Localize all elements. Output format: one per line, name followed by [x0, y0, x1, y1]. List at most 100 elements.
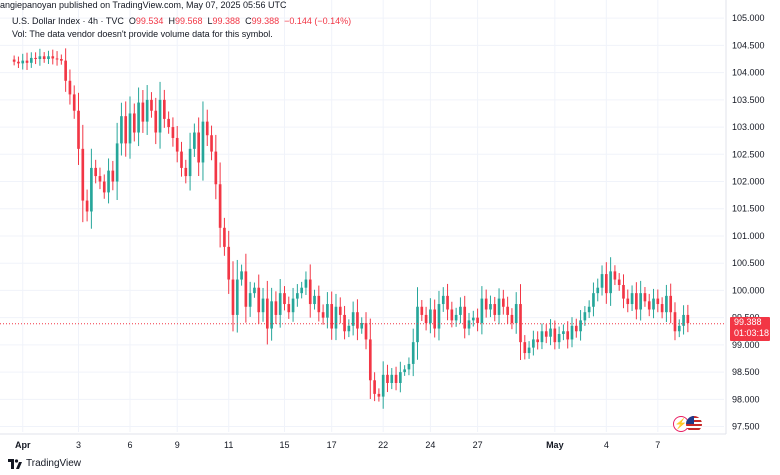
change-value: −0.144 (−0.14%): [284, 16, 352, 26]
candle-body: [639, 293, 642, 310]
candle-body: [193, 132, 196, 149]
candle-body: [493, 304, 497, 315]
candle-body: [244, 271, 248, 307]
candle-body: [527, 347, 531, 354]
candle-body: [506, 306, 509, 315]
candle-body: [373, 380, 376, 394]
candle-body: [368, 339, 372, 381]
candle-body: [29, 57, 33, 63]
candle-body: [347, 325, 351, 332]
candle-body: [218, 184, 222, 228]
candle-body: [587, 306, 591, 313]
candle-body: [330, 304, 334, 329]
y-tick-label: 104.000: [732, 68, 765, 78]
candle-body: [540, 331, 544, 343]
candle-body: [184, 167, 188, 177]
candle-body: [514, 304, 518, 324]
candle-body: [98, 176, 102, 182]
candle-body: [454, 314, 458, 321]
candle-body: [334, 306, 338, 329]
candle-body: [321, 312, 325, 318]
candle-body: [583, 312, 587, 321]
y-tick-label: 101.000: [732, 231, 765, 241]
candle-body: [287, 304, 291, 313]
candle-body: [304, 279, 308, 288]
high-value: 99.568: [174, 16, 203, 26]
candle-body: [137, 102, 140, 133]
y-tick-label: 103.000: [732, 122, 765, 132]
y-tick-label: 105.000: [732, 13, 765, 23]
candle-body: [617, 279, 621, 285]
candle-body: [77, 110, 80, 149]
symbol-legend: U.S. Dollar Index · 4h · TVC O99.534 H99…: [12, 15, 351, 27]
candle-body: [463, 306, 467, 329]
candle-body: [433, 309, 437, 329]
candle-body: [81, 148, 85, 201]
candle-body: [622, 284, 625, 299]
candle-body: [291, 298, 295, 313]
tradingview-brand[interactable]: TradingView: [26, 458, 82, 469]
candle-body: [424, 314, 428, 324]
candle-body: [188, 148, 192, 177]
candle-body: [682, 314, 685, 326]
candle-body: [574, 325, 578, 332]
x-tick-label: 24: [425, 440, 435, 450]
candle-body: [261, 298, 265, 313]
candle-body: [128, 113, 132, 144]
candle-body: [532, 339, 535, 348]
candle-body: [17, 61, 20, 64]
candle-body: [364, 323, 368, 340]
candle-body: [145, 99, 149, 122]
candle-body: [72, 94, 76, 111]
volume-note: Vol: The data vendor doesn't provide vol…: [12, 29, 273, 39]
candle-body: [476, 317, 479, 324]
candle-body: [21, 60, 25, 64]
candle-body: [480, 298, 484, 324]
candle-body: [557, 333, 561, 343]
x-tick-label: 3: [76, 440, 81, 450]
close-value: 99.388: [251, 16, 280, 26]
candle-body: [111, 170, 115, 182]
y-tick-label: 98.500: [732, 367, 760, 377]
candle-body: [399, 372, 402, 383]
candle-body: [231, 279, 235, 315]
candle-body: [360, 323, 364, 329]
candle-body: [566, 331, 570, 340]
candle-body: [420, 306, 424, 315]
candle-body: [377, 393, 381, 397]
candle-body: [227, 246, 231, 280]
y-tick-label: 103.500: [732, 95, 765, 105]
bar-countdown: 01:03:18: [734, 327, 770, 338]
candle-body: [94, 167, 98, 177]
candle-body: [446, 295, 449, 310]
candle-body: [124, 116, 128, 144]
candle-body: [630, 293, 634, 305]
x-tick-label: 7: [655, 440, 660, 450]
candle-body: [613, 271, 617, 280]
candle-body: [154, 110, 158, 133]
candle-body: [579, 320, 582, 332]
candle-body: [429, 309, 432, 324]
candle-body: [115, 143, 119, 182]
candle-body: [570, 325, 574, 340]
candle-body: [647, 301, 651, 310]
candle-body: [673, 312, 677, 332]
candle-body: [437, 304, 441, 329]
candle-body: [12, 59, 16, 62]
candle-body: [141, 102, 145, 122]
candle-body: [519, 304, 522, 343]
candle-body: [407, 363, 411, 370]
candle-body: [386, 374, 389, 383]
y-tick-label: 99.000: [732, 340, 760, 350]
us-flag-icon[interactable]: [686, 416, 702, 432]
candle-body: [102, 181, 106, 193]
candle-body: [381, 374, 385, 397]
x-tick-label: 15: [279, 440, 289, 450]
candle-layer: [0, 48, 724, 409]
candle-body: [459, 306, 462, 315]
symbol-name[interactable]: U.S. Dollar Index · 4h · TVC: [12, 16, 124, 26]
candle-body: [411, 342, 415, 364]
x-tick-label: 11: [224, 440, 233, 450]
